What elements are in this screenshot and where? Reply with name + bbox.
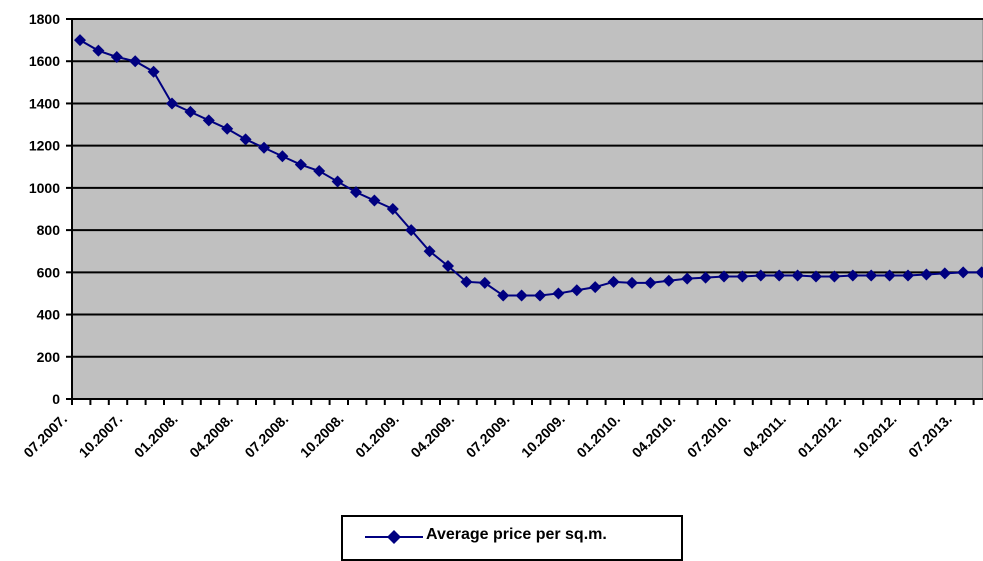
data-point-marker (570, 284, 583, 297)
y-tick-label: 600 (37, 264, 61, 280)
data-point-marker (626, 276, 638, 289)
data-point-marker (497, 289, 510, 302)
x-tick-label: 10.2012. (850, 411, 900, 461)
x-tick-label: 07.2007. (20, 411, 70, 461)
series-group (74, 34, 983, 302)
data-point-marker (166, 97, 178, 110)
data-point-marker (313, 165, 326, 177)
legend: Average price per sq.m. (341, 515, 683, 561)
x-tick-label: 10.2009. (518, 411, 568, 461)
x-tick-label: 07.2008. (241, 411, 291, 461)
data-point-marker (258, 141, 270, 154)
data-point-marker (129, 55, 142, 68)
data-point-marker (938, 267, 951, 280)
data-point-marker (846, 269, 859, 282)
data-point-marker (239, 133, 252, 146)
data-point-marker (331, 175, 344, 188)
data-point-marker (718, 270, 730, 283)
data-point-marker (975, 266, 983, 279)
x-tick-label: 10.2008. (297, 411, 347, 461)
data-point-marker (773, 269, 786, 282)
y-tick-label: 200 (37, 349, 61, 365)
x-tick-label: 10.2007. (76, 411, 126, 461)
data-point-marker (902, 269, 914, 282)
x-tick-label: 04.2009. (407, 411, 457, 461)
x-tick-label: 01.2008. (131, 411, 181, 461)
data-point-marker (754, 269, 767, 282)
y-tick-label: 1200 (29, 138, 60, 154)
y-axis-ticks: 0 200 400 600 800 1000 1200 1400 1600 1800 (29, 11, 72, 407)
data-point-marker (534, 289, 546, 302)
data-point-marker (423, 245, 436, 258)
data-point-marker (74, 34, 86, 47)
data-point-marker (405, 224, 418, 237)
x-tick-label: 04.2011. (740, 411, 789, 460)
data-point-marker (147, 65, 160, 78)
data-point-marker (276, 150, 289, 163)
data-point-marker (350, 186, 362, 199)
y-tick-label: 800 (37, 222, 61, 238)
data-point-marker (810, 270, 822, 283)
x-tick-label: 01.2010. (573, 411, 623, 461)
legend-label: Average price per sq.m. (426, 526, 607, 543)
data-point-marker (828, 270, 841, 283)
data-point-marker (460, 275, 473, 288)
data-point-marker (386, 203, 399, 215)
data-point-marker (368, 194, 381, 207)
data-point-marker (699, 271, 712, 284)
data-point-marker (865, 269, 878, 282)
y-tick-label: 1400 (29, 95, 60, 111)
x-tick-label: 07.2009. (463, 411, 513, 461)
data-point-marker (110, 51, 123, 63)
data-point-marker (442, 260, 454, 272)
x-tick-label: 07.2013. (905, 411, 955, 461)
data-point-marker (681, 272, 694, 285)
plot-area (71, 18, 983, 400)
x-tick-label: 04.2008. (186, 411, 236, 461)
y-tick-label: 400 (37, 307, 61, 323)
y-tick-label: 1000 (29, 180, 60, 196)
x-tick-label: 01.2009. (352, 411, 402, 461)
x-axis-ticks: 07.2007. 10.2007. 01.2008. 04.2008. 07.2008.… (20, 399, 975, 461)
data-point-marker (202, 114, 215, 127)
data-point-marker (644, 276, 657, 289)
x-tick-label: 04.2010. (629, 411, 679, 461)
y-tick-label: 0 (52, 391, 60, 407)
y-tick-label: 1800 (29, 11, 60, 27)
data-point-marker (221, 122, 234, 135)
x-tick-label: 07.2010. (684, 411, 734, 461)
data-point-marker (920, 268, 933, 281)
data-point-marker (552, 287, 565, 300)
data-point-marker (92, 44, 105, 57)
legend-marker-icon (365, 530, 423, 544)
data-point-marker (515, 289, 528, 302)
data-point-marker (957, 266, 970, 279)
y-tick-label: 1600 (29, 53, 60, 69)
gridlines (72, 18, 983, 358)
data-point-marker (478, 276, 491, 289)
data-point-marker (791, 269, 804, 282)
data-point-marker (184, 105, 197, 118)
x-tick-label: 01.2012. (794, 411, 844, 461)
data-point-marker (589, 281, 602, 294)
data-point-marker (883, 269, 896, 282)
data-point-marker (736, 270, 749, 283)
data-point-marker (607, 275, 620, 288)
data-point-marker (662, 274, 675, 287)
data-point-marker (294, 158, 307, 171)
